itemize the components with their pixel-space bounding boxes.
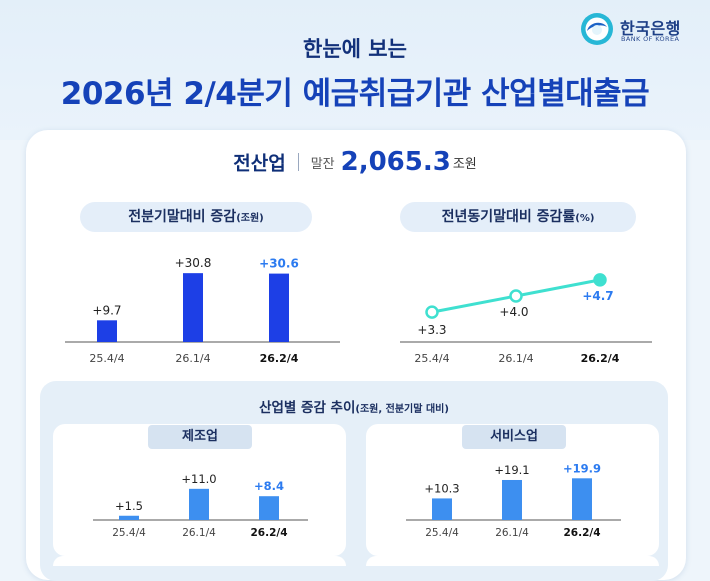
total-summary: 전산업 말잔 2,065.3 조원: [0, 147, 710, 183]
manufacturing-bar-chart: +1.5 25.4/4 +11.0 26.1/4 +8.4 26.2/4: [93, 472, 308, 539]
services-tick-label-1: 26.1/4: [495, 527, 529, 539]
next-panel-edge-right: [366, 556, 659, 566]
page-subtitle: 한눈에 보는: [303, 37, 407, 61]
services-bar-2: [572, 478, 592, 520]
manufacturing-data-label-2: +8.4: [254, 479, 284, 493]
bank-logo: 한국은행 BANK OF KOREA: [580, 10, 692, 48]
qoq-title-unit: (조원): [236, 213, 264, 224]
next-panel-edge-left: [53, 556, 346, 566]
yoy-tick-label-1: 26.1/4: [498, 352, 533, 365]
manufacturing-bar-1: [189, 488, 209, 520]
yoy-point-2: [593, 273, 607, 287]
qoq-bar-2: [269, 273, 289, 342]
services-tick-label-0: 25.4/4: [425, 527, 459, 539]
services-tag: 서비스업: [462, 425, 566, 449]
logo-korean-name: 한국은행: [620, 19, 681, 38]
yoy-data-label-0: +3.3: [417, 323, 446, 337]
total-divider: [297, 153, 299, 171]
industry-section-unit: (조원, 전분기말 대비): [355, 404, 449, 415]
qoq-bar-chart: +9.7 25.4/4 +30.8 26.1/4 +30.6 26.2/4: [65, 256, 340, 365]
manufacturing-bar-2: [259, 496, 279, 520]
manufacturing-data-label-0: +1.5: [115, 499, 143, 513]
manufacturing-tick-label-2: 26.2/4: [250, 527, 287, 539]
total-sub-label: 말잔: [310, 156, 335, 172]
yoy-point-0: [425, 305, 439, 319]
industry-section-title-text: 산업별 증감 추이: [259, 400, 356, 416]
bank-of-korea-emblem-icon: [581, 13, 613, 45]
qoq-chart-title: 전분기말대비 증감(조원): [80, 202, 312, 232]
qoq-bar-1: [183, 273, 203, 342]
yoy-line-chart: +3.3 25.4/4 +4.0 26.1/4 +4.7 26.2/4: [400, 273, 652, 365]
qoq-data-label-2: +30.6: [259, 257, 299, 271]
yoy-title-text: 전년동기말대비 증감률: [441, 209, 576, 225]
total-unit: 조원: [452, 156, 477, 172]
yoy-chart-title: 전년동기말대비 증감률(%): [400, 202, 636, 232]
services-data-label-2: +19.9: [563, 461, 601, 475]
qoq-tick-label-0: 25.4/4: [89, 352, 124, 365]
yoy-data-label-1: +4.0: [499, 305, 528, 319]
services-tick-label-2: 26.2/4: [563, 527, 600, 539]
yoy-title-unit: (%): [575, 213, 595, 224]
qoq-bar-0: [97, 320, 117, 342]
qoq-tick-label-1: 26.1/4: [175, 352, 210, 365]
manufacturing-tag: 제조업: [148, 425, 252, 449]
services-data-label-0: +10.3: [424, 481, 459, 495]
logo-english-name: BANK OF KOREA: [621, 35, 680, 43]
services-data-label-1: +19.1: [494, 463, 529, 477]
manufacturing-data-label-1: +11.0: [181, 472, 216, 486]
total-label: 전산업: [233, 152, 286, 175]
page-title: 2026년 2/4분기 예금취급기관 산업별대출금: [60, 76, 650, 112]
qoq-title-text: 전분기말대비 증감: [128, 209, 237, 225]
services-bar-0: [432, 498, 452, 520]
manufacturing-tick-label-0: 25.4/4: [112, 527, 146, 539]
qoq-data-label-0: +9.7: [92, 303, 121, 317]
yoy-point-1: [509, 289, 523, 303]
services-bar-1: [502, 479, 522, 520]
manufacturing-bar-0: [119, 515, 139, 520]
industry-section-title: 산업별 증감 추이(조원, 전분기말 대비): [40, 396, 668, 416]
yoy-tick-label-0: 25.4/4: [414, 352, 449, 365]
yoy-tick-label-2: 26.2/4: [581, 352, 620, 365]
total-value: 2,065.3: [340, 147, 451, 177]
services-bar-chart: +10.3 25.4/4 +19.1 26.1/4 +19.9 26.2/4: [406, 461, 621, 539]
manufacturing-tick-label-1: 26.1/4: [182, 527, 216, 539]
yoy-data-label-2: +4.7: [582, 289, 613, 303]
qoq-data-label-1: +30.8: [175, 256, 212, 270]
qoq-tick-label-2: 26.2/4: [260, 352, 299, 365]
